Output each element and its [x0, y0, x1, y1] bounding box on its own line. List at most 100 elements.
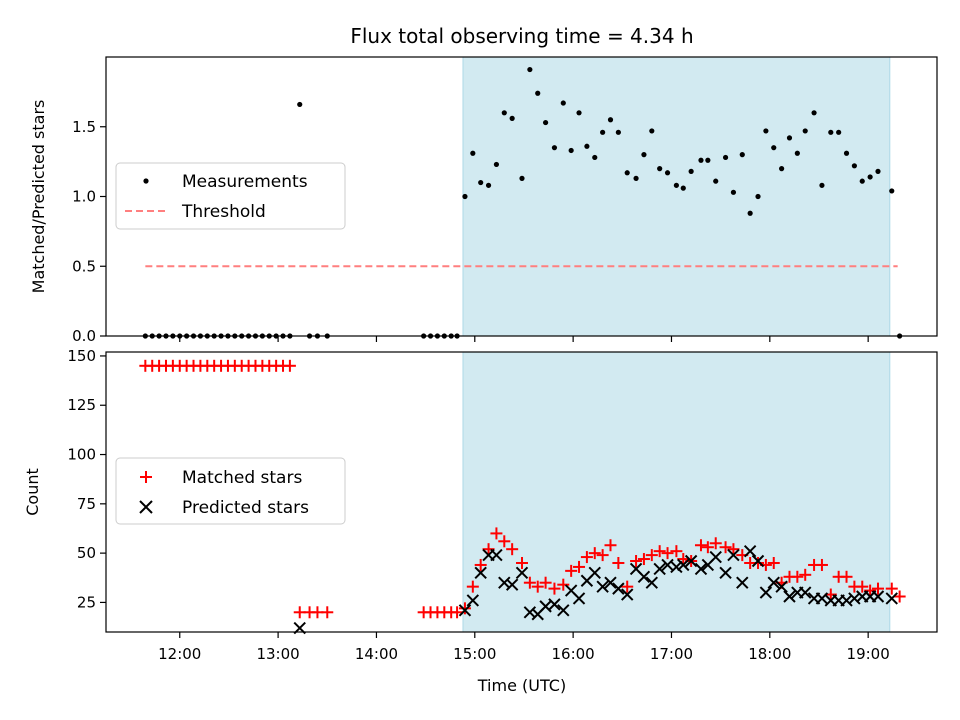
measurement-point: [657, 166, 663, 172]
matched-star-point: [727, 543, 740, 556]
predicted-star-point: [621, 588, 634, 601]
matched-star-point: [864, 584, 877, 597]
matched-star-point: [653, 545, 666, 558]
x-axis-label: Time (UTC): [477, 676, 566, 695]
chart-title: Flux total observing time = 4.34 h: [350, 24, 693, 48]
top-panel: 0.0 0.5 1.0 1.5 Matched/Predicted stars Mea…: [29, 56, 938, 345]
measurement-point: [568, 147, 574, 154]
measurement-point: [747, 210, 753, 216]
predicted-star-point: [572, 592, 586, 605]
matched-star-point: [466, 580, 479, 593]
measurement-point: [633, 175, 639, 181]
matched-star-point: [630, 555, 643, 568]
predicted-star-point: [548, 598, 561, 611]
measurement-point: [462, 193, 468, 200]
measurement-point: [527, 66, 533, 73]
x-tick-label: 15:00: [453, 645, 496, 663]
predicted-star-point: [458, 604, 472, 617]
matched-star-point: [321, 606, 334, 619]
legend-measurements-label: Measurements: [182, 172, 308, 192]
matched-star-point: [701, 541, 714, 554]
top-y-tick-label: 1.0: [72, 188, 96, 206]
measurement-point: [867, 174, 873, 180]
matched-star-point: [474, 558, 487, 571]
legend-matched-marker: [140, 471, 152, 483]
predicted-star-point: [727, 548, 740, 562]
measurement-point: [851, 163, 857, 169]
matched-star-point: [885, 582, 898, 595]
measurement-point: [739, 152, 745, 158]
measurement-point: [641, 152, 647, 158]
matched-star-point: [283, 359, 296, 372]
measurement-point: [584, 143, 590, 149]
matched-star-point: [604, 539, 617, 552]
predicted-star-point: [743, 544, 757, 558]
matched-star-point: [515, 556, 528, 569]
predicted-star-point: [783, 590, 796, 603]
predicted-star-point: [523, 606, 537, 619]
predicted-star-point: [588, 566, 601, 580]
matched-star-point: [458, 602, 471, 615]
predicted-star-point: [799, 586, 812, 599]
x-tick-label: 14:00: [355, 645, 398, 663]
predicted-star-point: [604, 576, 617, 589]
matched-star-point: [548, 582, 561, 595]
matched-star-point: [799, 568, 812, 581]
predicted-star-point: [677, 558, 690, 572]
measurement-point: [592, 154, 598, 161]
measurement-point: [664, 170, 671, 176]
measurement-point: [485, 182, 492, 188]
measurement-point: [542, 119, 549, 126]
matched-star-point: [565, 564, 578, 577]
measurement-point: [755, 193, 761, 200]
bottom-legend-box: [115, 457, 346, 525]
matched-star-point: [719, 541, 732, 554]
matched-star-point: [752, 556, 765, 569]
x-tick-label: 13:00: [256, 645, 299, 663]
matched-star-point: [645, 549, 658, 562]
matched-star-point: [482, 543, 495, 556]
predicted-star-point: [490, 548, 503, 562]
measurement-point: [493, 161, 500, 168]
matched-star-point: [451, 606, 464, 619]
matched-star-point: [588, 547, 601, 560]
matched-star-point: [661, 547, 674, 560]
measurement-point: [889, 188, 895, 194]
predicted-star-point: [871, 590, 885, 603]
predicted-star-point: [694, 562, 708, 576]
measurement-point: [828, 129, 834, 135]
predicted-star-point: [759, 586, 773, 599]
legend-predicted-label: Predicted stars: [182, 498, 309, 518]
top-y-axis-label: Matched/Predicted stars: [29, 100, 48, 294]
measurement-point: [615, 129, 621, 135]
matched-star-point: [580, 551, 593, 564]
predicted-star-point: [505, 578, 519, 591]
predicted-star-point: [670, 560, 683, 574]
matched-star-point: [490, 527, 503, 540]
top-legend: Measurements Threshold: [115, 162, 346, 230]
predicted-star-point: [637, 570, 651, 583]
measurement-point: [794, 150, 800, 156]
predicted-star-point: [719, 566, 732, 580]
predicted-star-point: [775, 580, 788, 593]
measurement-point: [713, 178, 719, 184]
measurement-point: [551, 145, 558, 151]
measurement-point: [859, 178, 865, 184]
matched-star-point: [612, 556, 625, 569]
top-legend-box: [115, 162, 346, 230]
matched-star-point: [791, 570, 804, 583]
measurement-point: [607, 117, 614, 123]
matched-star-point: [523, 576, 536, 589]
measurement-point: [297, 101, 303, 108]
measurement-point: [624, 170, 630, 176]
bot-y-tick-label: 50: [77, 544, 96, 562]
predicted-star-point: [751, 554, 765, 568]
predicted-star-point: [645, 576, 659, 589]
measurement-point: [779, 166, 785, 172]
matched-star-point: [498, 535, 511, 548]
legend-matched-label: Matched stars: [182, 468, 302, 488]
matched-star-point: [506, 543, 519, 556]
measurement-point: [560, 100, 566, 106]
x-tick-label: 16:00: [552, 645, 595, 663]
